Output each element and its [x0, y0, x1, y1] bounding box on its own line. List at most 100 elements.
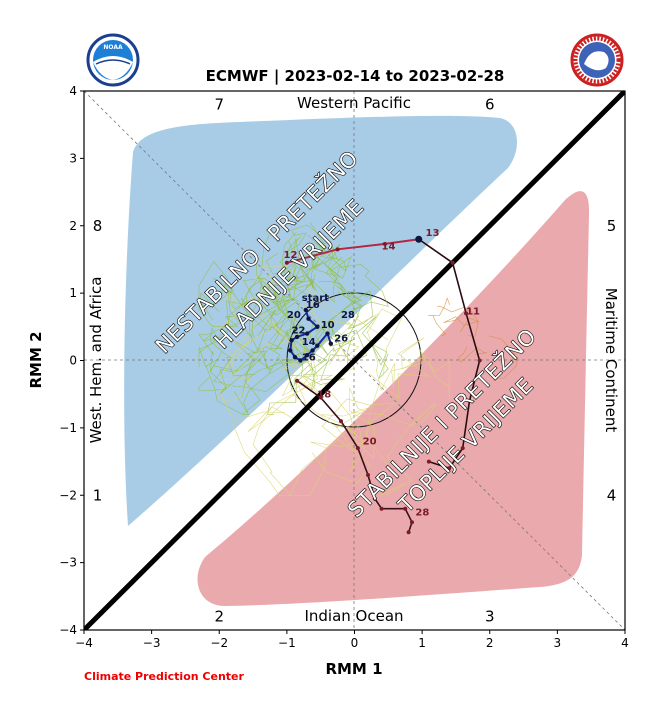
phase-label: 7: [214, 95, 224, 113]
observed-point: [315, 343, 320, 348]
ensemble-member-line: [209, 352, 289, 395]
ensemble-member-line: [292, 387, 375, 472]
forecast-point: [403, 506, 408, 511]
ensemble-member-line: [437, 305, 480, 333]
forecast-day-label: 11: [466, 307, 480, 318]
x-tick-label: −1: [278, 636, 296, 650]
observed-point: [298, 358, 303, 363]
observed-point: [289, 338, 294, 343]
observed-day-label: 20: [287, 310, 301, 321]
observed-day-label: 16: [306, 300, 320, 311]
ensemble-member-line: [443, 310, 479, 337]
forecast-point: [406, 530, 411, 535]
ensemble-member-line: [198, 317, 254, 367]
forecast-point: [355, 446, 360, 451]
forecast-day-label: 14: [382, 241, 396, 252]
ensemble-member-line: [218, 265, 289, 346]
forecast-line: [418, 238, 481, 470]
ensemble-member-line: [280, 310, 360, 371]
forecast-point: [447, 466, 452, 471]
stable-region: [197, 191, 590, 606]
forecast-point: [415, 235, 423, 243]
observed-point: [306, 316, 311, 321]
forecast-point: [379, 506, 384, 511]
ensemble-member-line: [218, 323, 314, 420]
ensemble-member-line: [252, 405, 374, 496]
unstable-region: [124, 115, 518, 527]
y-tick-label: 1: [69, 286, 77, 300]
observed-start-label: start: [302, 293, 329, 304]
noaa-logo-text: NOAA: [103, 44, 123, 51]
observed-point: [325, 331, 330, 336]
forecast-point: [467, 398, 472, 403]
forecast-point: [372, 496, 377, 501]
observed-point: [304, 352, 310, 358]
forecast-day-label: 28: [415, 507, 429, 518]
observed-point: [303, 307, 309, 313]
ensemble-member-line: [299, 286, 402, 376]
phase-label: 6: [485, 95, 495, 113]
phase-label: 8: [93, 217, 103, 235]
forecast-point: [382, 241, 387, 246]
forecast-point: [477, 358, 482, 363]
ensemble-member-line: [198, 298, 296, 391]
y-tick-label: −2: [59, 488, 77, 502]
ensemble-member-line: [293, 263, 321, 282]
ensemble-member-line: [324, 318, 389, 467]
forecast-point: [318, 395, 323, 400]
chart-title: ECMWF | 2023-02-14 to 2023-02-28: [206, 67, 505, 86]
x-tick-label: −3: [143, 636, 161, 650]
forecast-point: [426, 459, 431, 464]
observed-point: [304, 331, 310, 336]
nws-logo: [570, 33, 624, 87]
ensemble-member-line: [281, 231, 309, 284]
y-tick-label: 0: [69, 354, 77, 368]
forecast-point: [366, 473, 371, 478]
ensemble-member-line: [303, 247, 320, 291]
phase-label: 1: [93, 486, 103, 504]
x-tick-label: 4: [621, 636, 629, 650]
forecast-day-label: 20: [363, 437, 377, 448]
observed-day-label: 10: [321, 320, 335, 331]
forecast-point: [335, 247, 340, 252]
ensemble-member-line: [287, 224, 319, 252]
phase-label: 2: [214, 608, 224, 626]
observed-day-label: 16: [302, 353, 316, 364]
observed-point: [315, 324, 320, 330]
forecast-point: [409, 520, 414, 525]
ensemble-member-line: [312, 256, 346, 283]
ensemble-member-line: [458, 345, 487, 363]
ensemble-member-line: [367, 331, 450, 399]
forecast-line: [296, 380, 413, 533]
ensemble-member-line: [231, 411, 393, 496]
ensemble-member-line: [301, 264, 389, 313]
forecast-track: 13 14 12 11 18 20 28: [283, 228, 482, 535]
observed-day-label: 14: [302, 337, 316, 348]
credit-text: Climate Prediction Center: [84, 670, 244, 683]
forecast-point: [295, 378, 300, 383]
region-label-top: Western Pacific: [297, 94, 411, 112]
y-tick-label: −4: [59, 623, 77, 637]
phase-label: 4: [607, 486, 617, 504]
ensemble-member-line: [198, 346, 294, 415]
y-axis-label: RMM 2: [27, 331, 45, 388]
x-tick-label: −4: [75, 636, 93, 650]
noaa-logo: NOAA: [86, 33, 140, 87]
phase-label: 3: [485, 608, 495, 626]
x-tick-label: −2: [210, 636, 228, 650]
forecast-point: [338, 419, 343, 424]
observed-day-label: 26: [334, 334, 348, 345]
x-tick-label: 2: [486, 636, 494, 650]
ensemble-member-line: [336, 316, 389, 379]
ensemble-member-line: [488, 335, 518, 381]
x-tick-label: 1: [418, 636, 426, 650]
y-tick-label: 4: [69, 84, 77, 98]
divider-line: [84, 91, 625, 630]
observed-day-label: 22: [292, 326, 306, 337]
ensemble-member-line: [255, 260, 292, 305]
diagonal-dashed-line: [84, 91, 625, 630]
